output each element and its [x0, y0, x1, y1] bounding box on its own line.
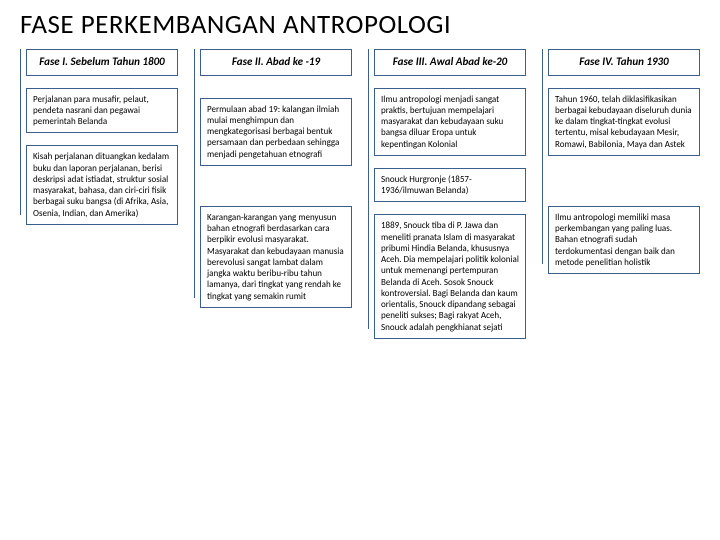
phase-box: Permulaan abad 19: kalangan ilmiah mulai… [200, 98, 352, 166]
phase-box: Kisah perjalanan dituangkan kedalam buku… [26, 145, 178, 225]
phase-header: Fase IV. Tahun 1930 [548, 49, 700, 76]
phase-header: Fase II. Abad ke -19 [200, 49, 352, 76]
phase-header: Fase I. Sebelum Tahun 1800 [26, 49, 178, 76]
columns-container: Fase I. Sebelum Tahun 1800 Perjalanan pa… [20, 49, 700, 339]
phase-box: Ilmu antropologi memiliki masa perkemban… [548, 206, 700, 274]
phase-box: 1889, Snouck tiba di P. Jawa dan menelit… [374, 214, 526, 339]
column-4: Fase IV. Tahun 1930 Tahun 1960, telah di… [542, 49, 700, 339]
phase-box: Ilmu antropologi menjadi sangat praktis,… [374, 88, 526, 156]
phase-box: Snouck Hurgronje (1857-1936/ilmuwan Bela… [374, 168, 526, 203]
column-2: Fase II. Abad ke -19 Permulaan abad 19: … [194, 49, 352, 339]
column-3: Fase III. Awal Abad ke-20 Ilmu antropolo… [368, 49, 526, 339]
phase-box: Karangan-karangan yang menyusun bahan et… [200, 206, 352, 308]
phase-header: Fase III. Awal Abad ke-20 [374, 49, 526, 76]
phase-box: Tahun 1960, telah diklasifikasikan berba… [548, 88, 700, 156]
phase-box: Perjalanan para musafir, pelaut, pendeta… [26, 88, 178, 134]
page-title: FASE PERKEMBANGAN ANTROPOLOGI [20, 8, 700, 41]
column-1: Fase I. Sebelum Tahun 1800 Perjalanan pa… [20, 49, 178, 339]
